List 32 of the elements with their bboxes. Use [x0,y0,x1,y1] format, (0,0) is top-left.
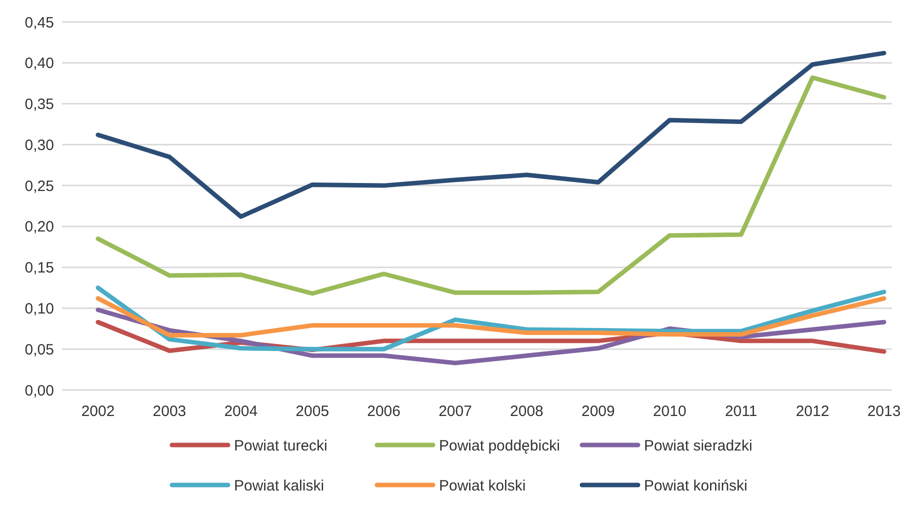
y-tick-label: 0,35 [24,96,54,114]
x-tick-label: 2003 [152,403,186,420]
x-tick-label: 2007 [438,403,472,420]
legend-label: Powiat poddębicki [439,437,560,454]
x-tick-label: 2008 [510,403,544,420]
x-tick-label: 2006 [367,403,401,420]
line-series [96,296,886,338]
x-tick-label: 2010 [652,403,686,420]
legend-label: Powiat sieradzki [644,437,752,454]
y-tick-label: 0,00 [24,382,54,400]
legend-label: Powiat kolski [439,477,526,494]
x-tick-label: 2005 [296,403,330,420]
y-tick-label: 0,20 [24,218,54,236]
x-tick-label: 2002 [81,403,115,420]
legend-label: Powiat turecki [234,437,328,454]
y-tick-label: 0,10 [24,300,54,318]
line-series [96,50,886,219]
line-series [96,75,886,296]
line-series [96,286,886,352]
x-tick-label: 2013 [867,403,901,420]
y-tick-label: 0,45 [24,14,54,32]
x-tick-label: 2004 [224,403,258,420]
legend-label: Powiat kaliski [234,477,324,494]
x-tick-label: 2012 [796,403,830,420]
x-tick-label: 2009 [581,403,615,420]
y-tick-label: 0,40 [24,55,54,72]
y-tick-label: 0,05 [24,341,54,358]
y-tick-label: 0,25 [24,178,54,195]
y-tick-label: 0,15 [24,260,54,277]
legend-label: Powiat koniński [644,477,748,494]
y-tick-label: 0,30 [24,136,54,154]
x-tick-label: 2011 [724,403,758,420]
